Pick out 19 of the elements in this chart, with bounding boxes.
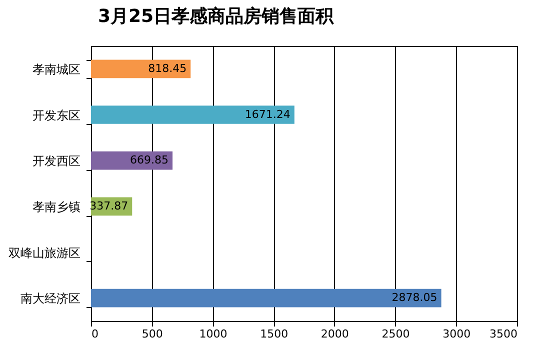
x-tick-label: 1500 xyxy=(260,328,288,340)
x-tick-label: 2000 xyxy=(320,328,349,340)
x-tick-label: 1000 xyxy=(199,328,228,340)
x-tick-label: 3000 xyxy=(442,328,471,340)
y-tick-label: 孝南乡镇 xyxy=(32,200,80,214)
data-label: 669.85 xyxy=(130,154,169,167)
x-tick-label: 3500 xyxy=(490,328,518,340)
x-tick-label: 500 xyxy=(142,328,163,340)
y-tick-label: 孝南城区 xyxy=(32,62,80,76)
chart-title: 3月25日孝感商品房销售面积 xyxy=(98,6,335,27)
y-tick-label: 双峰山旅游区 xyxy=(8,246,80,260)
data-label: 1671.24 xyxy=(244,108,290,121)
data-label: 2878.05 xyxy=(392,291,438,304)
data-label: 818.45 xyxy=(148,62,187,75)
x-tick-label: 2500 xyxy=(382,328,410,340)
y-tick-label: 开发东区 xyxy=(32,108,80,122)
y-tick-label: 南大经济区 xyxy=(20,292,80,306)
x-tick-label: 0 xyxy=(92,328,98,340)
y-tick-label: 开发西区 xyxy=(32,154,80,168)
